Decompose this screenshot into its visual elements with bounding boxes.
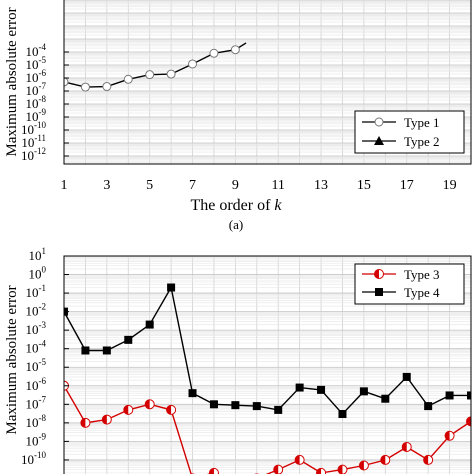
panel-b: 10110010-110-210-310-410-510-610-710-810… bbox=[4, 246, 472, 474]
data-point bbox=[274, 405, 283, 414]
data-point bbox=[145, 320, 154, 329]
data-point bbox=[401, 441, 412, 452]
data-point bbox=[145, 70, 155, 80]
legend-marker-type-4 bbox=[375, 288, 383, 296]
panel-b-y-tick-labels: 10110010-110-210-310-410-510-610-710-810… bbox=[21, 246, 69, 467]
data-point bbox=[102, 82, 112, 92]
panel-a-legend: Type 1 Type 2 bbox=[354, 110, 465, 154]
x-tick-label: 9 bbox=[232, 178, 239, 193]
data-point bbox=[295, 383, 304, 392]
legend-label-type-2: Type 2 bbox=[404, 134, 440, 149]
data-point bbox=[64, 77, 69, 87]
data-point bbox=[444, 430, 455, 441]
y-tick-label: 10-7 bbox=[26, 394, 47, 411]
data-point bbox=[230, 45, 240, 55]
panel-b-y-axis-label: Maximum absolute error bbox=[4, 285, 20, 434]
data-point bbox=[316, 467, 327, 474]
x-tick-label: 7 bbox=[189, 178, 196, 193]
data-point bbox=[381, 394, 390, 403]
data-point bbox=[188, 389, 197, 398]
x-tick-label: 15 bbox=[357, 178, 371, 193]
panel-b-series bbox=[64, 283, 471, 474]
panel-b-legend: Type 3 Type 4 bbox=[354, 263, 465, 305]
panel-a-y-axis-label: Maximum absolute error bbox=[4, 7, 20, 156]
data-point bbox=[402, 372, 411, 381]
legend-box bbox=[354, 110, 465, 154]
y-tick-label: 10-10 bbox=[21, 450, 46, 467]
data-point bbox=[166, 404, 177, 415]
data-point bbox=[423, 454, 434, 465]
data-point bbox=[81, 346, 90, 355]
data-point bbox=[380, 454, 391, 465]
legend-label-type-3: Type 3 bbox=[404, 267, 440, 282]
data-point bbox=[359, 387, 368, 396]
data-point bbox=[231, 401, 240, 410]
data-point bbox=[294, 454, 305, 465]
legend-box bbox=[354, 263, 465, 305]
data-point bbox=[424, 402, 433, 411]
data-point bbox=[317, 385, 326, 394]
data-point bbox=[101, 414, 112, 425]
data-point bbox=[144, 399, 155, 410]
y-tick-label: 10-3 bbox=[26, 320, 47, 337]
data-point bbox=[123, 74, 133, 84]
y-tick-label: 10-5 bbox=[26, 357, 47, 374]
data-point bbox=[123, 404, 134, 415]
y-tick-label: 100 bbox=[29, 265, 47, 282]
data-point bbox=[209, 48, 219, 58]
legend-marker-type-3-fill bbox=[374, 269, 379, 279]
legend-label-type-1: Type 1 bbox=[404, 115, 440, 130]
data-point bbox=[188, 59, 198, 69]
series-line-type-1 bbox=[64, 42, 247, 88]
y-tick-label: 10-1 bbox=[26, 283, 47, 300]
y-tick-label: 10-8 bbox=[26, 413, 47, 430]
y-tick-label: 10-9 bbox=[26, 431, 47, 448]
x-tick-label: 3 bbox=[103, 178, 110, 193]
data-point bbox=[252, 402, 261, 411]
panel-a-label: (a) bbox=[229, 217, 243, 232]
panel-a: 10-1210-1110-1010-910-810-710-610-510-4 … bbox=[4, 0, 472, 232]
data-point bbox=[124, 335, 133, 344]
data-point bbox=[166, 69, 176, 79]
data-point bbox=[273, 464, 284, 474]
panel-a-frame bbox=[63, 0, 472, 165]
x-tick-label: 1 bbox=[61, 178, 68, 193]
y-tick-label: 10-2 bbox=[26, 302, 47, 319]
y-tick-label: 10-4 bbox=[26, 339, 47, 356]
data-point bbox=[358, 460, 369, 471]
data-point bbox=[467, 391, 471, 400]
legend-marker-type-2 bbox=[374, 136, 384, 145]
legend-label-type-4: Type 4 bbox=[404, 285, 440, 300]
data-point bbox=[102, 346, 111, 355]
data-point bbox=[80, 417, 91, 428]
x-tick-label: 5 bbox=[146, 178, 153, 193]
data-point bbox=[80, 82, 90, 92]
x-tick-label: 11 bbox=[271, 178, 284, 193]
data-point bbox=[209, 400, 218, 409]
data-point bbox=[208, 467, 219, 474]
data-point bbox=[338, 410, 347, 419]
legend-marker-type-1 bbox=[374, 117, 384, 127]
x-tick-label: 13 bbox=[314, 178, 328, 193]
y-tick-label: 10-6 bbox=[26, 376, 47, 393]
panel-a-series bbox=[64, 42, 247, 92]
x-tick-label: 19 bbox=[443, 178, 457, 193]
data-point bbox=[445, 391, 454, 400]
x-tick-label: 17 bbox=[400, 178, 414, 193]
data-point bbox=[167, 283, 176, 292]
data-point bbox=[466, 416, 471, 427]
panel-a-x-axis-label: The order of k bbox=[190, 197, 282, 214]
y-tick-label: 101 bbox=[29, 246, 47, 263]
data-point bbox=[337, 464, 348, 474]
panel-a-x-tick-labels: 1 3 5 7 9 11 13 15 17 19 bbox=[61, 178, 457, 193]
